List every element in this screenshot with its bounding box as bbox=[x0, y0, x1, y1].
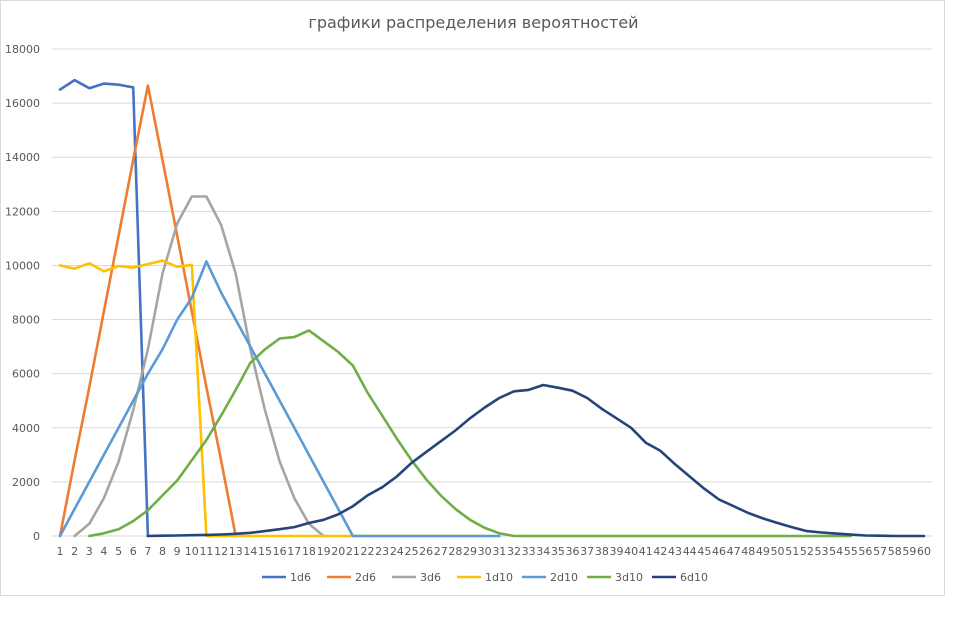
x-tick-label: 37 bbox=[580, 545, 594, 558]
y-tick-label: 6000 bbox=[12, 368, 40, 381]
x-tick-label: 13 bbox=[229, 545, 243, 558]
legend-label: 2d6 bbox=[355, 571, 376, 584]
y-tick-label: 14000 bbox=[5, 151, 40, 164]
x-tick-label: 54 bbox=[829, 545, 843, 558]
x-tick-label: 8 bbox=[159, 545, 166, 558]
x-tick-label: 7 bbox=[144, 545, 151, 558]
x-tick-label: 33 bbox=[522, 545, 536, 558]
legend-item-1d10: 1d10 bbox=[457, 571, 513, 584]
series-line-1d10 bbox=[58, 259, 486, 538]
x-tick-label: 45 bbox=[697, 545, 711, 558]
gridlines bbox=[52, 48, 932, 483]
x-tick-label: 59 bbox=[902, 545, 916, 558]
x-tick-label: 15 bbox=[258, 545, 272, 558]
y-tick-label: 0 bbox=[33, 530, 40, 543]
x-tick-label: 20 bbox=[331, 545, 345, 558]
y-tick-label: 8000 bbox=[12, 314, 40, 327]
x-tick-label: 18 bbox=[302, 545, 316, 558]
y-tick-label: 16000 bbox=[5, 97, 40, 110]
x-tick-label: 32 bbox=[507, 545, 521, 558]
series-line-6d10 bbox=[146, 383, 926, 538]
series-lines bbox=[58, 78, 926, 538]
series-line-1d6 bbox=[58, 78, 150, 538]
x-tick-label: 21 bbox=[346, 545, 360, 558]
x-tick-label: 35 bbox=[551, 545, 565, 558]
x-tick-label: 46 bbox=[712, 545, 726, 558]
x-tick-label: 50 bbox=[771, 545, 785, 558]
x-tick-label: 52 bbox=[800, 545, 814, 558]
x-tick-label: 27 bbox=[434, 545, 448, 558]
x-tick-label: 34 bbox=[536, 545, 550, 558]
y-tick-label: 18000 bbox=[5, 43, 40, 56]
x-tick-label: 17 bbox=[287, 545, 301, 558]
x-tick-label: 51 bbox=[785, 545, 799, 558]
x-tick-label: 1 bbox=[57, 545, 64, 558]
x-tick-label: 48 bbox=[741, 545, 755, 558]
legend-label: 2d10 bbox=[550, 571, 578, 584]
series-line-2d6 bbox=[58, 84, 237, 538]
series-line-2d10 bbox=[58, 260, 501, 538]
x-tick-label: 12 bbox=[214, 545, 228, 558]
x-tick-label: 9 bbox=[174, 545, 181, 558]
x-tick-label: 38 bbox=[595, 545, 609, 558]
x-tick-label: 60 bbox=[917, 545, 931, 558]
legend-label: 1d10 bbox=[485, 571, 513, 584]
x-tick-label: 44 bbox=[683, 545, 697, 558]
x-tick-label: 24 bbox=[390, 545, 404, 558]
x-tick-label: 31 bbox=[492, 545, 506, 558]
x-tick-label: 26 bbox=[419, 545, 433, 558]
x-tick-label: 23 bbox=[375, 545, 389, 558]
y-tick-label: 10000 bbox=[5, 259, 40, 272]
y-tick-label: 12000 bbox=[5, 205, 40, 218]
x-tick-label: 4 bbox=[100, 545, 107, 558]
x-tick-label: 47 bbox=[727, 545, 741, 558]
y-tick-label: 2000 bbox=[12, 476, 40, 489]
legend-label: 3d10 bbox=[615, 571, 643, 584]
legend-label: 1d6 bbox=[290, 571, 311, 584]
x-tick-label: 57 bbox=[873, 545, 887, 558]
legend-item-2d6: 2d6 bbox=[327, 571, 376, 584]
x-tick-label: 56 bbox=[858, 545, 872, 558]
x-tick-label: 53 bbox=[814, 545, 828, 558]
x-tick-label: 5 bbox=[115, 545, 122, 558]
x-tick-label: 42 bbox=[653, 545, 667, 558]
x-tick-label: 3 bbox=[86, 545, 93, 558]
legend-label: 3d6 bbox=[420, 571, 441, 584]
x-tick-label: 11 bbox=[199, 545, 213, 558]
x-tick-label: 2 bbox=[71, 545, 78, 558]
x-tick-label: 19 bbox=[317, 545, 331, 558]
chart-title: графики распределения вероятностей bbox=[308, 13, 639, 32]
x-tick-label: 36 bbox=[566, 545, 580, 558]
x-tick-label: 14 bbox=[243, 545, 257, 558]
x-tick-label: 6 bbox=[130, 545, 137, 558]
x-tick-label: 22 bbox=[361, 545, 375, 558]
x-tick-label: 39 bbox=[609, 545, 623, 558]
x-tick-label: 55 bbox=[844, 545, 858, 558]
legend-label: 6d10 bbox=[680, 571, 708, 584]
axes: 0 2000 4000 6000 8000 10000 12000 14000 16000 180… bbox=[5, 43, 932, 558]
legend-item-6d10: 6d10 bbox=[652, 571, 708, 584]
x-tick-label: 16 bbox=[273, 545, 287, 558]
x-tick-label: 58 bbox=[888, 545, 902, 558]
x-tick-label: 30 bbox=[478, 545, 492, 558]
x-tick-label: 40 bbox=[624, 545, 638, 558]
x-tick-label: 41 bbox=[639, 545, 653, 558]
legend: 1d6 2d6 3d6 1d10 2d10 3d10 6d10 bbox=[262, 571, 708, 584]
x-tick-label: 43 bbox=[668, 545, 682, 558]
x-tick-label: 29 bbox=[463, 545, 477, 558]
x-tick-label: 10 bbox=[185, 545, 199, 558]
legend-item-3d10: 3d10 bbox=[587, 571, 643, 584]
series-line-3d10 bbox=[88, 329, 853, 538]
legend-item-1d6: 1d6 bbox=[262, 571, 311, 584]
legend-item-2d10: 2d10 bbox=[522, 571, 578, 584]
y-tick-label: 4000 bbox=[12, 422, 40, 435]
x-tick-label: 25 bbox=[404, 545, 418, 558]
x-tick-label: 49 bbox=[756, 545, 770, 558]
x-tick-label: 28 bbox=[448, 545, 462, 558]
series-line-3d6 bbox=[73, 195, 325, 538]
legend-item-3d6: 3d6 bbox=[392, 571, 441, 584]
